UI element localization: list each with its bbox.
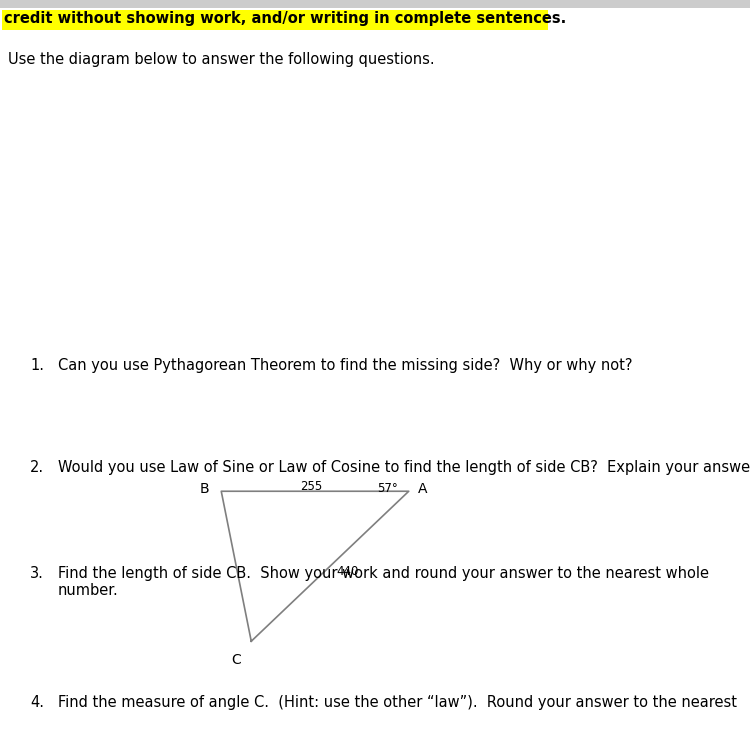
Text: Would you use Law of Sine or Law of Cosine to find the length of side CB?  Expla: Would you use Law of Sine or Law of Cosi…	[58, 460, 750, 475]
Text: 3.: 3.	[30, 566, 44, 581]
Text: 57°: 57°	[377, 482, 398, 495]
Text: B: B	[200, 482, 208, 496]
Text: Find the measure of angle C.  (Hint: use the other “law”).  Round your answer to: Find the measure of angle C. (Hint: use …	[58, 695, 737, 710]
Text: Find the length of side CB.  Show your work and round your answer to the nearest: Find the length of side CB. Show your wo…	[58, 566, 709, 598]
Text: 440: 440	[336, 565, 358, 578]
Text: 1.: 1.	[30, 358, 44, 373]
Text: A: A	[418, 482, 427, 496]
Bar	[0, 0, 750, 8]
Text: C: C	[231, 652, 242, 667]
Text: 4.: 4.	[30, 695, 44, 710]
Text: Can you use Pythagorean Theorem to find the missing side?  Why or why not?: Can you use Pythagorean Theorem to find …	[58, 358, 632, 373]
Text: credit without showing work, and/or writing in complete sentences.: credit without showing work, and/or writ…	[4, 11, 566, 26]
Text: Use the diagram below to answer the following questions.: Use the diagram below to answer the foll…	[8, 52, 435, 67]
Text: 255: 255	[300, 480, 322, 493]
Text: 2.: 2.	[30, 460, 44, 475]
Bar	[2, 10, 548, 30]
